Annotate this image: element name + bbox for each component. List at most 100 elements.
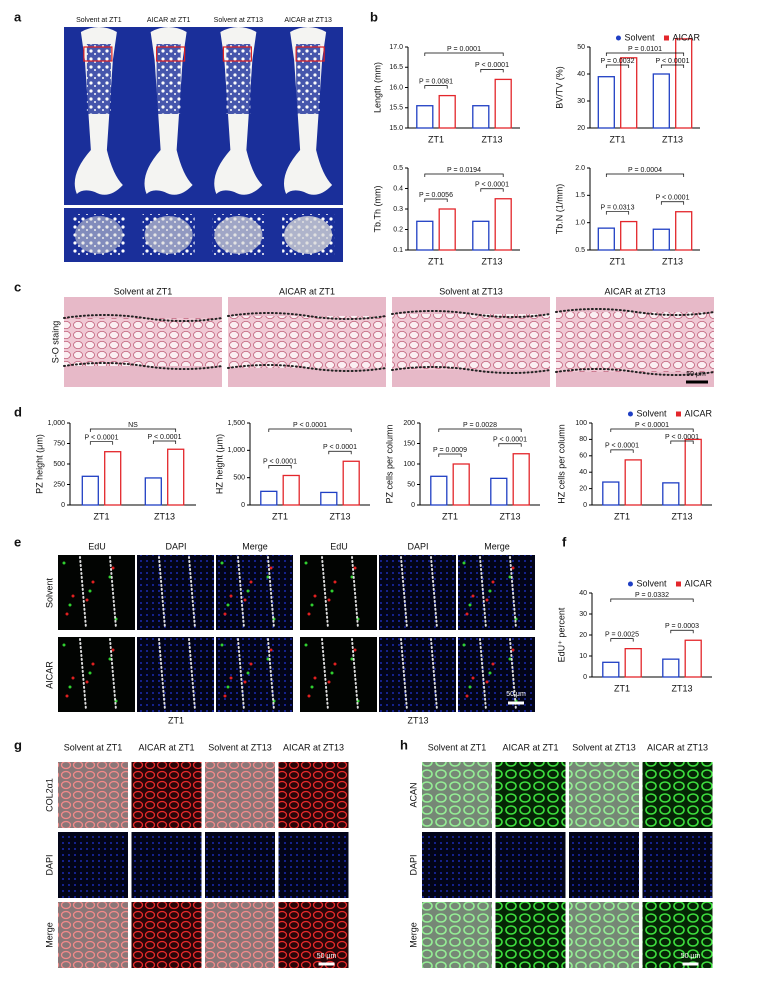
cell-signal xyxy=(491,662,495,666)
cell-signal xyxy=(468,685,472,689)
zone-boundary xyxy=(267,556,275,629)
significance-label: P = 0.0056 xyxy=(419,192,453,199)
cell-signal xyxy=(68,685,72,689)
bar xyxy=(430,475,448,506)
y-tick-label: 17.0 xyxy=(389,44,403,51)
significance-label: P = 0.0332 xyxy=(635,592,669,599)
fluorescence-image xyxy=(58,902,128,968)
bar xyxy=(684,639,702,678)
significance-label: P = 0.0101 xyxy=(628,46,662,53)
roi-box xyxy=(156,46,186,62)
y-tick-label: 40 xyxy=(579,590,587,597)
cell-signal xyxy=(304,561,308,565)
fluorescence-image xyxy=(642,902,713,968)
trabecular-region xyxy=(226,44,251,114)
legend-marker xyxy=(675,581,681,587)
cell-signal xyxy=(223,694,227,698)
fluorescence-image xyxy=(569,762,639,828)
row-label: AICAR xyxy=(44,661,54,689)
image-title: AICAR at ZT13 xyxy=(283,742,344,752)
image-title: AICAR at ZT13 xyxy=(284,17,332,24)
panel-label: g xyxy=(14,737,22,752)
cell-signal xyxy=(62,643,66,647)
significance-label: P = 0.0001 xyxy=(447,46,481,53)
image-title: AICAR at ZT1 xyxy=(147,17,191,24)
zone-boundary xyxy=(79,556,87,629)
legend-label: AICAR xyxy=(684,578,712,588)
fluorescence-image xyxy=(569,902,639,968)
cell-signal xyxy=(465,612,469,616)
significance-bracket xyxy=(610,598,694,602)
cell-signal xyxy=(304,643,308,647)
cell-signal xyxy=(91,662,95,666)
roi-box xyxy=(222,46,252,62)
cell-signal xyxy=(71,676,75,680)
zone-boundary xyxy=(109,556,117,629)
row-label: S-O staing xyxy=(50,321,60,364)
y-tick-label: 1,000 xyxy=(227,447,245,454)
growth-plate xyxy=(556,312,714,372)
cell-signal xyxy=(465,694,469,698)
cell-signal xyxy=(91,580,95,584)
zone-boundary xyxy=(555,308,715,316)
cell-signal xyxy=(307,612,311,616)
group-label: ZT13 xyxy=(407,715,428,725)
legend-label: Solvent xyxy=(624,32,655,42)
cell-signal xyxy=(471,594,475,598)
bar xyxy=(662,658,680,678)
cell-signal xyxy=(65,612,69,616)
bar xyxy=(452,463,470,506)
y-tick-label: 1.5 xyxy=(575,192,585,199)
significance-label: P < 0.0001 xyxy=(665,434,699,441)
legend-label: Solvent xyxy=(636,408,667,418)
image-title: Solvent at ZT1 xyxy=(114,286,173,296)
group-label: ZT1 xyxy=(168,715,184,725)
fluorescence-image xyxy=(58,637,135,712)
significance-bracket xyxy=(610,428,694,432)
y-axis-label: HZ cells per column xyxy=(556,424,566,504)
fluorescence-image xyxy=(642,762,713,828)
bar xyxy=(282,474,300,506)
legend-marker xyxy=(627,581,633,587)
cell-signal xyxy=(327,598,331,602)
x-tick-label: ZT1 xyxy=(609,134,625,144)
significance-bracket xyxy=(498,443,522,447)
y-tick-label: 16.0 xyxy=(389,84,403,91)
bar xyxy=(472,220,490,251)
x-tick-label: ZT13 xyxy=(481,134,502,144)
bar xyxy=(490,477,508,506)
fluorescence-image xyxy=(458,555,535,630)
cell-signal xyxy=(226,603,230,607)
fluorescence-image xyxy=(458,637,535,712)
cell-signal xyxy=(313,594,317,598)
legend-label: AICAR xyxy=(672,32,700,42)
significance-bracket xyxy=(670,629,694,634)
cell-signal xyxy=(249,580,253,584)
bar xyxy=(675,38,693,129)
zone-boundary xyxy=(400,638,408,711)
significance-bracket xyxy=(480,69,504,73)
roi-box xyxy=(295,46,325,62)
zone-boundary xyxy=(391,366,551,374)
cell-signal xyxy=(491,580,495,584)
legend-marker xyxy=(627,411,633,417)
cell-signal xyxy=(485,680,489,684)
cell-signal xyxy=(220,561,224,565)
significance-bracket xyxy=(268,465,292,469)
fluorescence-image xyxy=(278,762,349,828)
cell-signal xyxy=(243,680,247,684)
y-tick-label: 0.3 xyxy=(393,206,403,213)
row-label: DAPI xyxy=(44,854,54,875)
roi-box xyxy=(83,46,113,62)
zone-boundary xyxy=(109,638,117,711)
zone-boundary xyxy=(430,638,438,711)
bar xyxy=(652,73,670,129)
bar xyxy=(494,78,512,129)
column-header: Merge xyxy=(242,541,268,551)
y-tick-label: 500 xyxy=(53,461,65,468)
cell-signal xyxy=(269,648,273,652)
bar xyxy=(602,661,620,678)
significance-label: P < 0.0001 xyxy=(293,422,327,429)
y-tick-label: 150 xyxy=(403,440,415,447)
